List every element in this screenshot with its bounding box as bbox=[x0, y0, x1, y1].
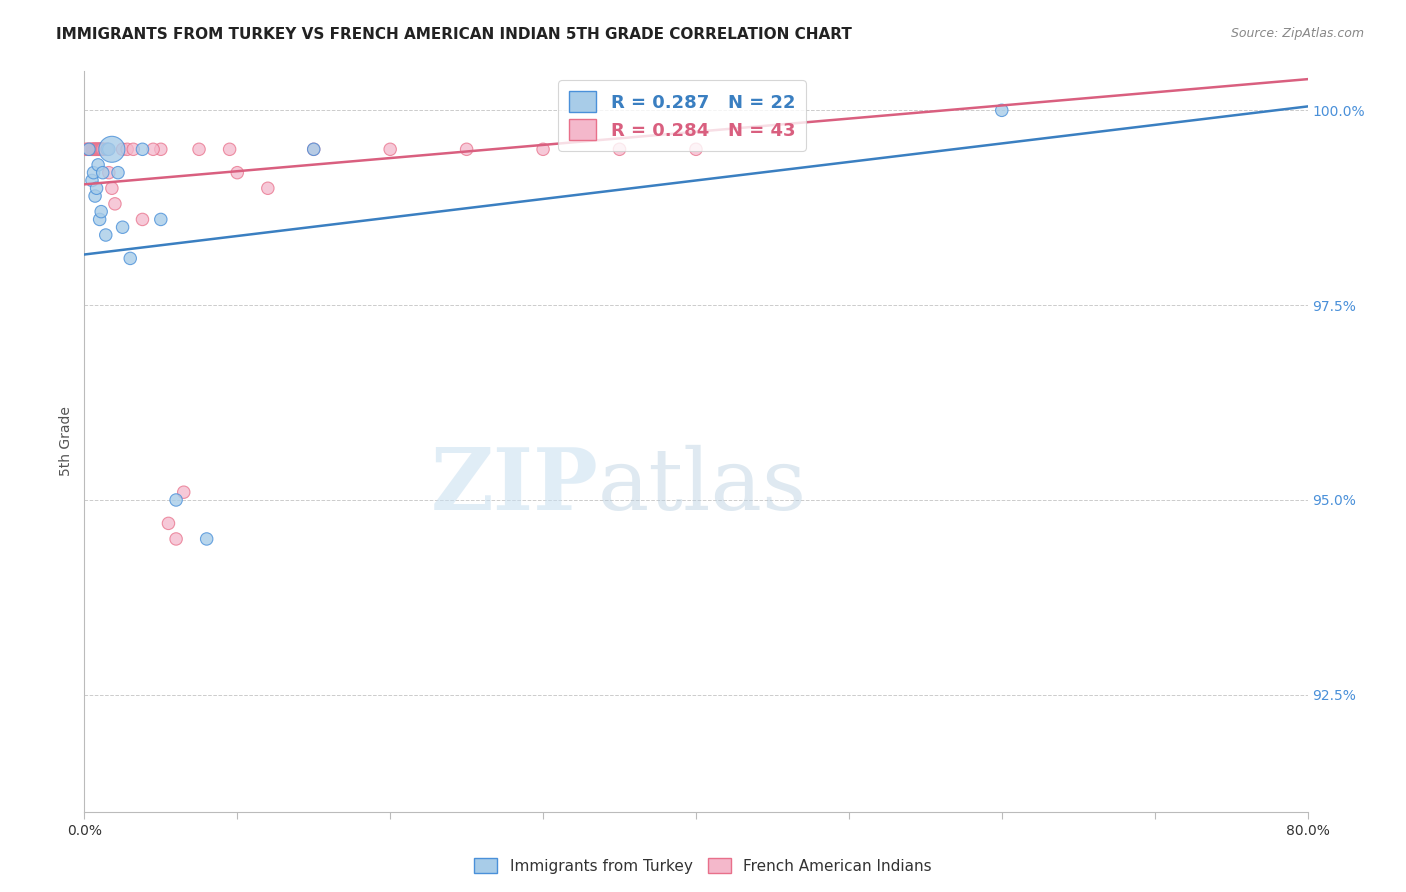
Point bbox=[83, 142, 105, 156]
Point bbox=[96, 142, 118, 156]
Point bbox=[87, 142, 110, 156]
Point bbox=[89, 142, 111, 156]
Point bbox=[93, 142, 115, 156]
Point bbox=[302, 142, 325, 156]
Point bbox=[94, 227, 117, 242]
Point bbox=[97, 142, 120, 156]
Point bbox=[77, 142, 100, 156]
Point bbox=[89, 212, 111, 227]
Point bbox=[97, 166, 120, 180]
Point bbox=[77, 142, 100, 156]
Legend: R = 0.287   N = 22, R = 0.284   N = 43: R = 0.287 N = 22, R = 0.284 N = 43 bbox=[558, 80, 806, 151]
Legend: Immigrants from Turkey, French American Indians: Immigrants from Turkey, French American … bbox=[468, 852, 938, 880]
Point bbox=[173, 485, 195, 500]
Text: Source: ZipAtlas.com: Source: ZipAtlas.com bbox=[1230, 27, 1364, 40]
Point bbox=[80, 173, 103, 187]
Point bbox=[87, 158, 110, 172]
Point bbox=[86, 142, 108, 156]
Point bbox=[302, 142, 325, 156]
Point bbox=[84, 189, 107, 203]
Point bbox=[75, 142, 97, 156]
Point bbox=[91, 166, 114, 180]
Point bbox=[76, 142, 98, 156]
Point bbox=[609, 142, 631, 156]
Point bbox=[89, 142, 111, 156]
Point bbox=[101, 181, 124, 195]
Y-axis label: 5th Grade: 5th Grade bbox=[59, 407, 73, 476]
Point bbox=[90, 204, 112, 219]
Point bbox=[104, 197, 127, 211]
Point bbox=[685, 142, 707, 156]
Point bbox=[82, 142, 104, 156]
Point bbox=[157, 516, 180, 531]
Point bbox=[115, 142, 138, 156]
Point bbox=[257, 181, 280, 195]
Point bbox=[84, 142, 107, 156]
Text: atlas: atlas bbox=[598, 444, 807, 527]
Point bbox=[86, 142, 108, 156]
Point bbox=[83, 166, 105, 180]
Point bbox=[90, 142, 112, 156]
Point bbox=[131, 212, 153, 227]
Point bbox=[120, 252, 142, 266]
Point bbox=[83, 142, 105, 156]
Point bbox=[91, 142, 114, 156]
Point bbox=[165, 493, 187, 508]
Point bbox=[96, 142, 118, 156]
Point bbox=[531, 142, 554, 156]
Point bbox=[991, 103, 1014, 118]
Point bbox=[84, 142, 107, 156]
Point bbox=[111, 142, 134, 156]
Point bbox=[226, 166, 249, 180]
Point bbox=[80, 142, 103, 156]
Point bbox=[149, 212, 172, 227]
Point bbox=[111, 220, 134, 235]
Point bbox=[122, 142, 145, 156]
Point bbox=[91, 142, 114, 156]
Text: IMMIGRANTS FROM TURKEY VS FRENCH AMERICAN INDIAN 5TH GRADE CORRELATION CHART: IMMIGRANTS FROM TURKEY VS FRENCH AMERICA… bbox=[56, 27, 852, 42]
Point bbox=[165, 532, 187, 546]
Point bbox=[456, 142, 478, 156]
Point bbox=[195, 532, 218, 546]
Point bbox=[149, 142, 172, 156]
Point bbox=[142, 142, 165, 156]
Point bbox=[131, 142, 153, 156]
Point bbox=[86, 181, 108, 195]
Point bbox=[107, 166, 129, 180]
Point bbox=[380, 142, 402, 156]
Point bbox=[188, 142, 211, 156]
Point bbox=[87, 142, 110, 156]
Point bbox=[101, 142, 124, 156]
Text: ZIP: ZIP bbox=[430, 444, 598, 528]
Point bbox=[79, 142, 101, 156]
Point bbox=[218, 142, 240, 156]
